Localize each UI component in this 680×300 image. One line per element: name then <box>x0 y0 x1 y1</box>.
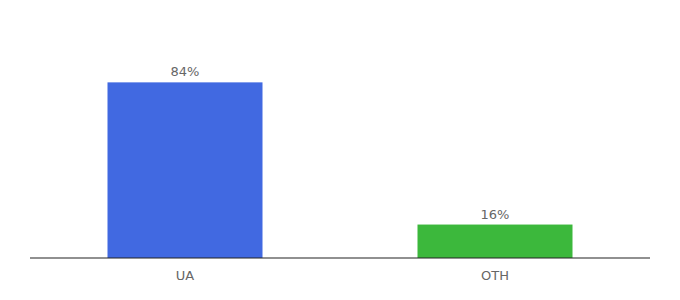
x-axis-line <box>30 257 650 258</box>
x-tick-label: UA <box>176 268 195 283</box>
data-label: 84% <box>171 64 200 79</box>
chart-container: 84% 16% UA OTH <box>0 0 680 300</box>
data-labels: 84% 16% <box>171 64 510 221</box>
bar <box>418 225 573 258</box>
x-axis-labels: UA OTH <box>176 268 509 283</box>
x-tick-label: OTH <box>481 268 509 283</box>
bars <box>108 82 573 258</box>
bar <box>108 82 263 258</box>
chart-svg: 84% 16% UA OTH <box>0 0 680 300</box>
data-label: 16% <box>481 207 510 222</box>
